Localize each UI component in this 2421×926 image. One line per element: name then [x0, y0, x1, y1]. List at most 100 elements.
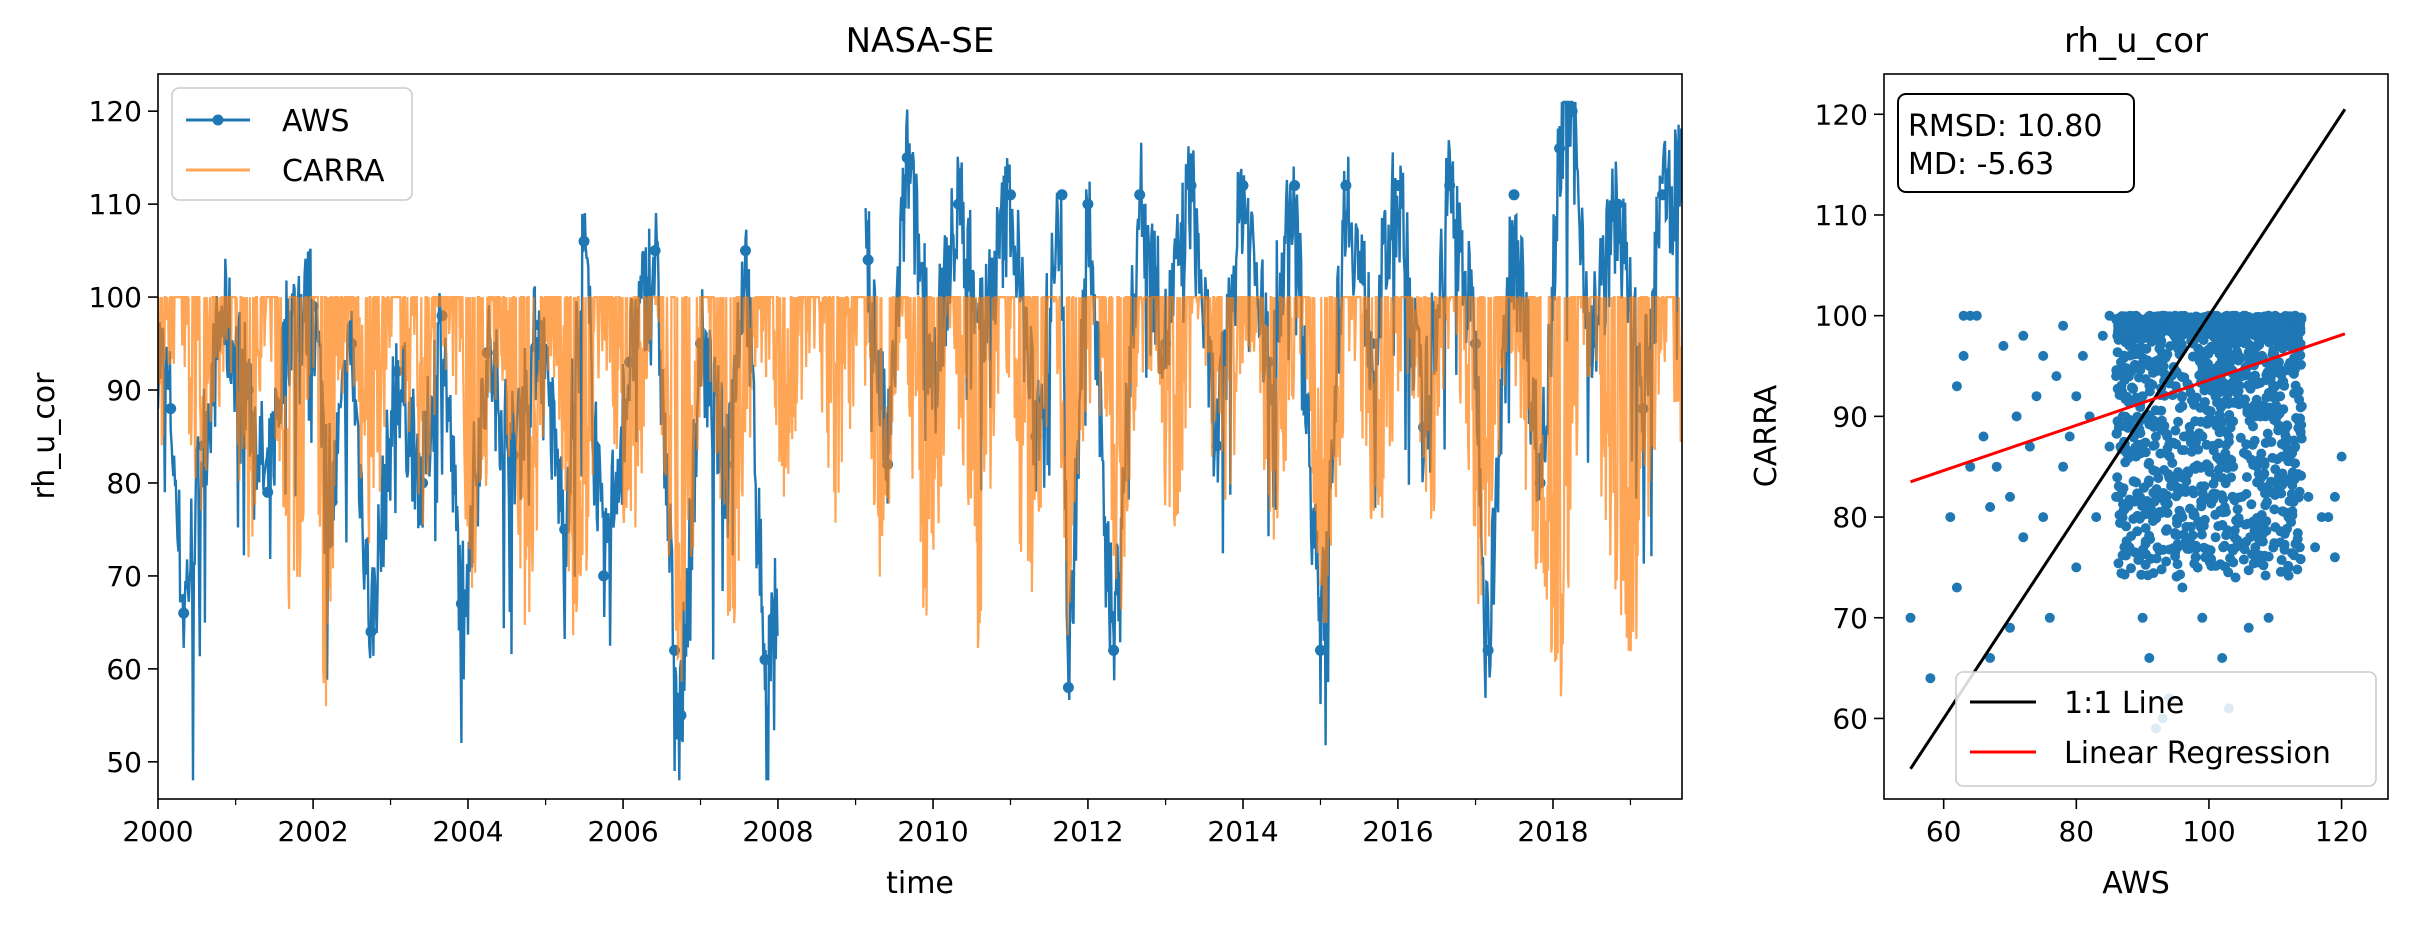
- ts-ytick-label: 120: [89, 95, 142, 128]
- aws-data-point: [455, 598, 467, 610]
- sc-ytick-label: 60: [1832, 702, 1868, 735]
- sc-ytick-label: 80: [1832, 501, 1868, 534]
- scatter-point: [2259, 550, 2270, 561]
- scatter-point: [2111, 371, 2122, 382]
- regression-line: [1910, 332, 2346, 484]
- aws-data-point: [1289, 180, 1301, 191]
- scatter-point: [2290, 458, 2301, 469]
- ts-xtick-label: 2012: [1052, 815, 1123, 848]
- scatter-point: [2150, 431, 2161, 442]
- timeseries-title: NASA-SE: [846, 21, 995, 61]
- scatter-point: [2190, 463, 2201, 474]
- scatter-point: [2217, 520, 2228, 530]
- scatter-point: [2148, 568, 2159, 579]
- scatter-point: [1998, 340, 2009, 351]
- timeseries-axes-frame: [157, 73, 1683, 800]
- aws-data-point: [1676, 180, 1682, 191]
- scatter-point: [1985, 502, 1996, 512]
- aws-data-point: [1444, 180, 1456, 191]
- scatter-point: [2279, 380, 2290, 391]
- scatter-point: [2161, 556, 2172, 567]
- scatter-point: [2273, 420, 2284, 431]
- scatter-point: [2104, 310, 2115, 321]
- scatter-point: [2258, 560, 2269, 571]
- scatter-point: [2210, 488, 2221, 499]
- scatter-point: [2233, 385, 2244, 396]
- aws-data-point: [649, 245, 661, 257]
- aws-data-point: [578, 235, 590, 247]
- scatter-point: [2329, 491, 2340, 502]
- legend-identity-label: 1:1 Line: [2064, 686, 2184, 721]
- ts-ytick-label: 110: [89, 188, 142, 221]
- scatter-point: [2238, 554, 2249, 565]
- scatter-point: [2213, 464, 2224, 475]
- scatter-point: [2248, 421, 2258, 432]
- scatter-point: [2255, 313, 2266, 324]
- scatter-point: [2114, 510, 2125, 520]
- aws-data-point: [1082, 198, 1094, 210]
- aws-data-point: [1340, 180, 1352, 191]
- scatter-point: [2160, 352, 2171, 363]
- scatter-point: [1978, 431, 1989, 442]
- scatter-point: [2196, 529, 2207, 540]
- scatter-point: [2200, 397, 2210, 407]
- scatter-point: [2151, 484, 2162, 495]
- scatter-point: [2233, 513, 2244, 524]
- scatter-point: [2133, 349, 2144, 360]
- scatter-point: [2293, 386, 2304, 397]
- scatter-point: [2282, 434, 2293, 445]
- scatter-point: [2268, 542, 2279, 553]
- aws-data-point: [178, 607, 190, 619]
- scatter-point: [2209, 331, 2220, 342]
- scatter-point: [2038, 350, 2049, 361]
- sc-xtick-label: 120: [2315, 815, 2368, 848]
- scatter-point: [2225, 318, 2236, 329]
- timeseries-xlabel: time: [886, 866, 954, 901]
- aws-data-point: [1005, 189, 1016, 201]
- scatter-point: [2223, 379, 2234, 390]
- scatter-point: [2005, 622, 2015, 633]
- scatter-point: [2177, 582, 2188, 593]
- scatter-point: [2237, 371, 2248, 382]
- scatter-point: [2211, 317, 2221, 328]
- scatter-point: [2127, 325, 2138, 336]
- scatter-point: [2126, 563, 2136, 574]
- aws-data-point: [1056, 189, 1068, 201]
- aws-data-point: [281, 319, 293, 331]
- scatter-point: [2199, 481, 2210, 492]
- sc-ytick-label: 110: [1815, 199, 1868, 232]
- scatter-point: [2230, 572, 2241, 583]
- scatter-point: [2240, 519, 2251, 530]
- sc-ytick-label: 70: [1832, 602, 1868, 635]
- scatter-point: [2264, 402, 2275, 413]
- scatter-point: [2221, 530, 2232, 541]
- scatter-point: [2190, 552, 2201, 563]
- aws-data-point: [740, 245, 751, 257]
- scatter-title: rh_u_cor: [2064, 21, 2208, 61]
- stats-box-frame: [1897, 93, 2135, 193]
- scatter-point: [2170, 340, 2181, 351]
- scatter-point: [2058, 320, 2069, 331]
- carra-series-line: [158, 296, 1682, 707]
- scatter-point: [2174, 487, 2185, 498]
- scatter-point: [2144, 315, 2155, 326]
- scatter-point: [2201, 439, 2212, 450]
- scatter-point: [2119, 375, 2130, 386]
- scatter-point: [2310, 542, 2321, 553]
- scatter-point: [2277, 479, 2288, 490]
- scatter-point: [2182, 466, 2193, 477]
- scatter-point: [2289, 353, 2299, 364]
- ts-xtick-label: 2000: [122, 815, 193, 848]
- scatter-point: [2323, 512, 2334, 523]
- ts-ytick-label: 50: [106, 746, 142, 779]
- scatter-point: [2178, 529, 2189, 540]
- scatter-point: [1905, 612, 1916, 623]
- scatter-point: [2157, 310, 2168, 321]
- scatter-point: [2202, 418, 2213, 429]
- scatter-point: [2166, 312, 2177, 323]
- scatter-point: [2179, 445, 2190, 456]
- scatter-point: [2189, 399, 2200, 410]
- ts-ytick-label: 70: [106, 560, 142, 593]
- scatter-point: [2202, 323, 2213, 334]
- scatter-point: [2175, 311, 2186, 322]
